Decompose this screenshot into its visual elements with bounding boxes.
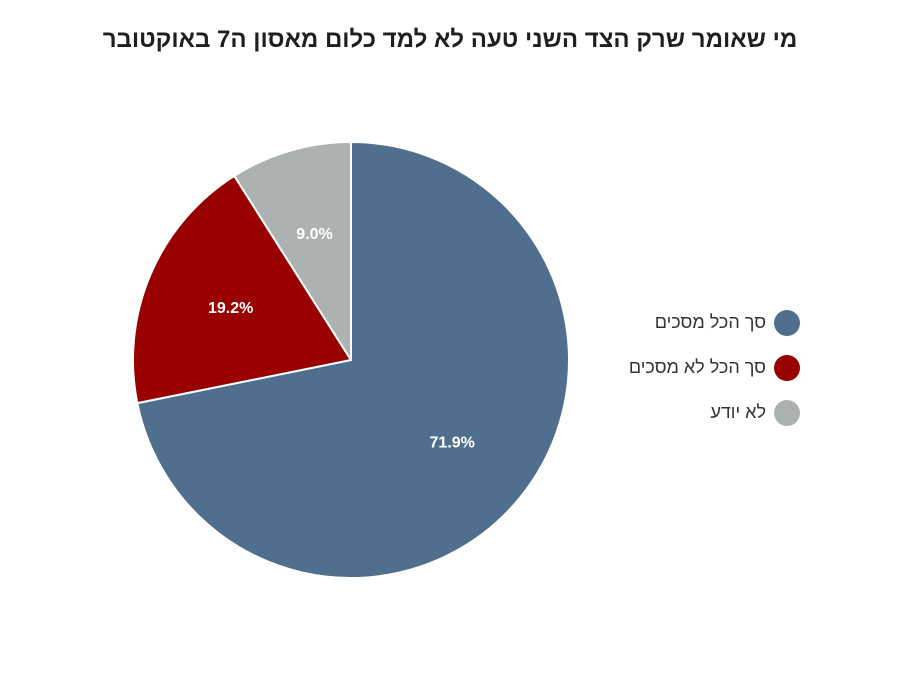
legend-item-agree[interactable]: סך הכל מסכים <box>629 300 800 345</box>
legend-item-dont-know[interactable]: לא יודע <box>629 390 800 435</box>
legend-label-disagree: סך הכל לא מסכים <box>628 357 766 377</box>
slice-label-disagree: 19.2% <box>208 300 253 317</box>
slice-label-agree: 71.9% <box>430 434 475 451</box>
legend-label-agree: סך הכל מסכים <box>654 312 766 332</box>
chart-title: מי שאומר שרק הצד השני טעה לא למד כלום מא… <box>102 26 798 53</box>
legend-swatch-agree <box>774 309 800 336</box>
pie-slice-agree[interactable] <box>136 141 570 579</box>
legend-item-disagree[interactable]: סך הכל לא מסכים <box>629 345 800 390</box>
pie-slices <box>132 141 570 579</box>
pie-slice-disagree[interactable] <box>132 174 352 405</box>
legend: סך הכל מסכים סך הכל לא מסכים לא יודע <box>629 300 800 435</box>
pie-slice-labels: 71.9% 19.2% 9.0% <box>208 226 475 451</box>
legend-label-dont-know: לא יודע <box>710 402 766 422</box>
legend-swatch-dont-know <box>774 399 800 426</box>
pie-slice-dont-know[interactable] <box>233 141 352 361</box>
legend-swatch-disagree <box>774 354 800 381</box>
slice-label-dont-know: 9.0% <box>296 226 332 243</box>
